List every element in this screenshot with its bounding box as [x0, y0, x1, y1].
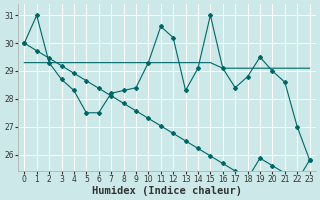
X-axis label: Humidex (Indice chaleur): Humidex (Indice chaleur) [92, 186, 242, 196]
